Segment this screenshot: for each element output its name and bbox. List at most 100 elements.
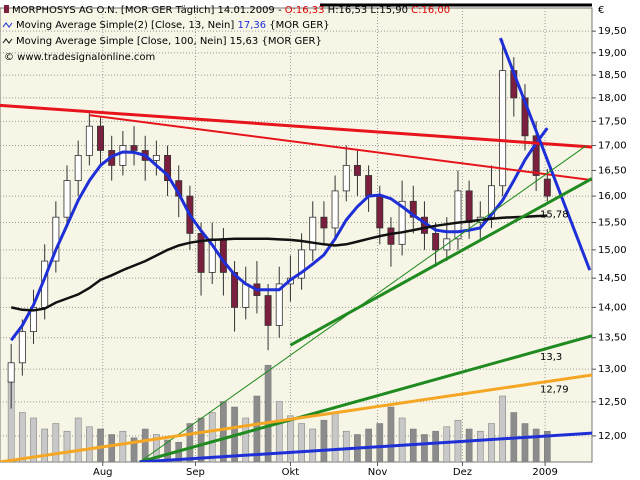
- credit: © www.tradesignalonline.com: [4, 52, 155, 63]
- plot-area: [0, 7, 593, 463]
- candle-body: [487, 185, 495, 218]
- y-tick-label: 13,50: [598, 333, 627, 344]
- x-tick-label: Dez: [453, 467, 472, 478]
- volume-bar: [141, 428, 149, 462]
- trendline: [289, 177, 592, 347]
- candle-body: [320, 216, 328, 229]
- candle-body: [532, 135, 540, 176]
- currency: €: [598, 5, 604, 16]
- annotation: 12,79: [540, 385, 569, 396]
- volume-bar: [320, 419, 328, 462]
- candle-body: [52, 216, 60, 262]
- trendline: [0, 373, 592, 462]
- annotation: 15,78: [540, 210, 569, 221]
- legend-icon: [2, 22, 13, 28]
- candle-body: [97, 125, 105, 151]
- candle-body: [353, 165, 361, 176]
- volume-bar: [543, 430, 551, 462]
- volume-bar: [264, 364, 272, 462]
- candle-body: [432, 232, 440, 251]
- x-tick-label: Okt: [282, 467, 300, 478]
- volume-bar: [197, 417, 205, 462]
- volume-bar: [342, 430, 350, 462]
- volume-bar: [108, 434, 116, 462]
- candle-body: [130, 145, 138, 151]
- candle-body: [74, 155, 82, 182]
- volume-bar: [443, 426, 451, 462]
- volume-bar: [186, 423, 194, 462]
- volume-bar: [331, 412, 339, 462]
- y-tick-label: 12,00: [598, 431, 627, 442]
- volume-bar: [63, 430, 71, 462]
- candle-body: [409, 200, 417, 218]
- candle-body: [63, 180, 71, 218]
- volume-bar: [164, 439, 171, 462]
- candle-body: [543, 178, 551, 197]
- legend-icon: [2, 38, 13, 44]
- candle-body: [275, 283, 283, 326]
- y-tick-label: 15,00: [598, 245, 627, 256]
- volume-bar: [86, 426, 93, 462]
- volume-bar: [365, 428, 372, 462]
- volume-bar: [220, 401, 227, 462]
- legend-entry: Moving Average Simple [Close, 100, Nein]…: [16, 36, 322, 47]
- volume-bar: [52, 423, 60, 462]
- candle-body: [152, 155, 160, 161]
- candle-body: [309, 216, 317, 251]
- candle-body: [387, 227, 395, 245]
- y-tick-label: 17,00: [598, 141, 627, 152]
- y-tick-label: 14,50: [598, 273, 627, 284]
- candle-body: [298, 249, 306, 279]
- y-tick-label: 18,00: [598, 93, 627, 104]
- volume-bar: [298, 423, 305, 462]
- y-tick-label: 18,50: [598, 70, 627, 81]
- ma-line: [10, 127, 549, 342]
- volume-bar: [488, 423, 495, 462]
- candle-body: [398, 200, 406, 245]
- volume-bar: [30, 417, 37, 462]
- annotation: 13,3: [540, 352, 562, 363]
- volume-bar: [275, 401, 283, 462]
- volume-bar: [208, 412, 216, 462]
- candle-body: [365, 175, 373, 197]
- volume-bar: [287, 415, 294, 462]
- trendline: [139, 431, 592, 462]
- trendline: [139, 145, 587, 462]
- candle-body: [465, 190, 473, 223]
- volume-bar: [476, 430, 484, 462]
- x-tick-label: Aug: [93, 467, 113, 478]
- y-tick-label: 19,50: [598, 26, 627, 37]
- legend-entry: Moving Average Simple(2) [Close, 13, Nei…: [16, 20, 330, 31]
- candle-body: [197, 232, 205, 273]
- volume-bar: [119, 430, 127, 462]
- ma-line: [10, 214, 548, 312]
- volume-bar: [465, 428, 473, 462]
- trendline: [89, 114, 592, 182]
- volume-bar: [432, 430, 439, 462]
- legend: MORPHOSYS AG O.N. [MOR GER Täglich] 14.0…: [2, 5, 450, 63]
- volume-bar: [532, 428, 540, 462]
- candle-body: [85, 125, 93, 156]
- volume-bar: [41, 428, 49, 462]
- trendline: [0, 103, 592, 149]
- volume-bar: [421, 434, 428, 462]
- volume-bar: [130, 437, 138, 462]
- trendline: [499, 37, 592, 271]
- candle-body: [242, 283, 250, 308]
- candle-body: [331, 190, 339, 229]
- y-tick-label: 12,50: [598, 397, 627, 408]
- candle-body: [454, 190, 462, 240]
- y-tick-label: 17,50: [598, 116, 627, 127]
- candle-body: [342, 165, 350, 192]
- candle-body: [264, 295, 272, 326]
- volume-bar: [74, 417, 82, 462]
- candle-body: [7, 362, 15, 383]
- candle-body: [119, 145, 127, 166]
- y-tick-label: 19,00: [598, 48, 627, 59]
- volume-bar: [398, 417, 406, 462]
- volume-bar: [499, 395, 506, 462]
- legend-title: MORPHOSYS AG O.N. [MOR GER Täglich] 14.0…: [12, 5, 450, 16]
- trendline: [139, 334, 592, 462]
- volume-bar: [19, 412, 26, 462]
